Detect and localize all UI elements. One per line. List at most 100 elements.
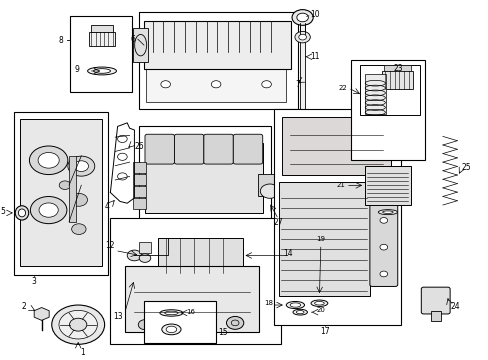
Bar [365,166,410,205]
Bar [144,21,290,69]
Ellipse shape [296,311,304,314]
Bar [144,143,262,213]
Circle shape [74,161,88,171]
Bar [158,238,242,273]
Bar [430,311,440,321]
Bar [69,16,132,93]
Text: 10: 10 [309,10,319,19]
Bar [133,162,146,172]
Ellipse shape [378,210,397,215]
Bar [91,25,113,32]
Bar [144,301,216,342]
Bar [383,65,410,71]
Ellipse shape [160,310,183,316]
Text: 12: 12 [105,241,115,250]
Bar [139,126,271,228]
Circle shape [59,310,97,339]
Bar [133,174,146,185]
Bar [146,66,285,102]
Text: 20: 20 [315,307,324,314]
FancyBboxPatch shape [174,134,203,164]
Text: 21: 21 [336,183,345,188]
FancyBboxPatch shape [144,134,174,164]
Text: 14: 14 [283,248,292,257]
Circle shape [52,305,104,344]
Bar [14,112,108,275]
Text: 3: 3 [31,276,36,285]
Ellipse shape [19,209,25,217]
Circle shape [161,81,170,88]
Bar [133,198,146,209]
Text: 11: 11 [309,52,319,61]
Bar [133,28,147,62]
Circle shape [291,10,312,25]
Text: 26: 26 [134,141,144,150]
Text: 1: 1 [81,348,85,357]
Bar [124,266,259,332]
Ellipse shape [87,67,116,75]
Bar [369,216,384,273]
Circle shape [72,224,86,234]
Circle shape [379,244,387,250]
Bar [278,182,369,296]
Ellipse shape [285,301,304,309]
Bar [381,71,412,89]
Text: 6: 6 [130,35,135,44]
Circle shape [68,156,95,176]
Circle shape [379,217,387,223]
Bar [257,174,274,195]
Text: 17: 17 [319,327,329,336]
FancyBboxPatch shape [369,197,397,287]
FancyBboxPatch shape [233,134,262,164]
Circle shape [139,254,150,262]
Bar [350,60,424,160]
Ellipse shape [310,300,327,306]
Bar [110,217,281,344]
Ellipse shape [314,301,324,305]
Text: 5: 5 [0,207,5,216]
Circle shape [138,320,151,330]
Text: 9: 9 [74,65,79,74]
FancyBboxPatch shape [421,287,449,314]
Circle shape [298,34,306,40]
Bar [364,74,385,114]
Text: 24: 24 [449,302,459,311]
Circle shape [379,271,387,277]
Text: 27: 27 [273,219,283,228]
Circle shape [30,197,67,224]
Bar [360,65,420,115]
Circle shape [127,250,142,261]
Circle shape [69,318,87,331]
Circle shape [296,13,308,22]
Ellipse shape [289,303,300,307]
Circle shape [261,81,271,88]
Polygon shape [34,307,49,320]
Text: 25: 25 [460,163,470,172]
Text: 23: 23 [392,64,402,73]
Ellipse shape [162,324,181,335]
Text: 19: 19 [315,236,325,242]
Text: 7: 7 [295,80,300,89]
Text: 16: 16 [185,309,194,315]
Ellipse shape [382,211,392,213]
Circle shape [38,152,59,168]
Bar [273,109,400,325]
FancyBboxPatch shape [203,134,233,164]
Text: 4: 4 [104,202,109,211]
Ellipse shape [166,326,176,333]
Ellipse shape [134,35,146,56]
Circle shape [260,184,279,198]
Bar [89,32,115,46]
Bar [133,186,146,197]
Bar [282,117,390,175]
Circle shape [211,81,221,88]
Bar [20,119,102,266]
Text: 15: 15 [218,328,228,337]
Bar [69,156,76,222]
Ellipse shape [15,206,29,220]
Bar [139,12,297,109]
Circle shape [226,316,244,329]
Text: 2: 2 [21,302,26,311]
Text: 8: 8 [59,36,63,45]
Ellipse shape [292,309,307,315]
